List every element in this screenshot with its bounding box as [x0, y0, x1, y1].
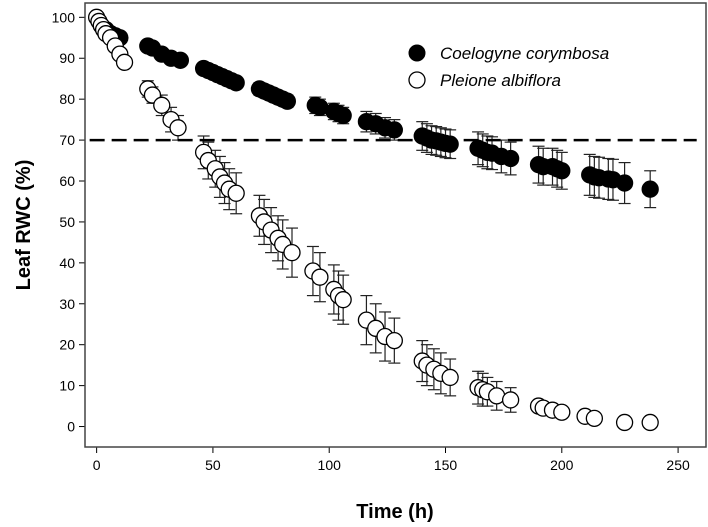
data-point-pleione [501, 391, 520, 409]
data-point-coelogyne [278, 92, 296, 110]
data-point-coelogyne [501, 149, 520, 168]
y-tick-label: 10 [59, 378, 75, 394]
data-point-coelogyne [171, 51, 190, 69]
x-tick-label: 250 [666, 457, 690, 473]
data-point-pleione [553, 403, 571, 421]
y-tick-label: 50 [59, 214, 75, 230]
data-point-pleione [283, 243, 301, 262]
y-tick-label: 70 [59, 132, 75, 148]
y-tick-label: 30 [59, 296, 75, 312]
legend-label-coelogyne: Coelogyne corymbosa [440, 44, 609, 63]
y-tick-label: 60 [59, 173, 75, 189]
x-tick-label: 150 [434, 457, 458, 473]
data-point-coelogyne [385, 121, 403, 139]
data-point-pleione [641, 413, 659, 432]
data-point-coelogyne [227, 74, 245, 92]
data-point-coelogyne [615, 174, 634, 192]
y-tick-label: 80 [59, 91, 75, 107]
data-point-pleione [153, 96, 171, 114]
x-tick-label: 50 [205, 457, 221, 473]
data-point-coelogyne [641, 180, 659, 198]
data-point-pleione [385, 331, 403, 350]
legend-marker-coelogyne [408, 44, 426, 62]
x-axis-label: Time (h) [356, 501, 433, 523]
y-axis-label: Leaf RWC (%) [13, 160, 35, 291]
y-tick-label: 100 [52, 9, 76, 25]
data-point-pleione [585, 409, 604, 428]
y-tick-label: 40 [59, 255, 75, 271]
data-point-pleione [169, 119, 187, 137]
data-point-pleione [334, 291, 352, 309]
y-tick-label: 20 [59, 337, 75, 353]
legend-label-pleione: Pleione albiflora [440, 71, 561, 90]
x-tick-label: 100 [318, 457, 342, 473]
plot-frame [84, 2, 707, 448]
data-point-pleione [311, 268, 329, 286]
y-tick-label: 90 [59, 50, 75, 66]
legend-marker-pleione [408, 71, 426, 89]
data-point-pleione [615, 413, 634, 432]
data-point-pleione [115, 53, 134, 71]
data-point-pleione [227, 184, 245, 202]
legend: Coelogyne corymbosa Pleione albiflora [408, 44, 609, 90]
data-point-pleione [441, 368, 459, 387]
x-tick-label: 0 [93, 457, 101, 473]
data-point-coelogyne [441, 135, 459, 153]
data-point-coelogyne [334, 106, 352, 125]
y-tick-label: 0 [67, 419, 75, 435]
data-point-coelogyne [553, 162, 571, 180]
x-tick-label: 200 [550, 457, 574, 473]
